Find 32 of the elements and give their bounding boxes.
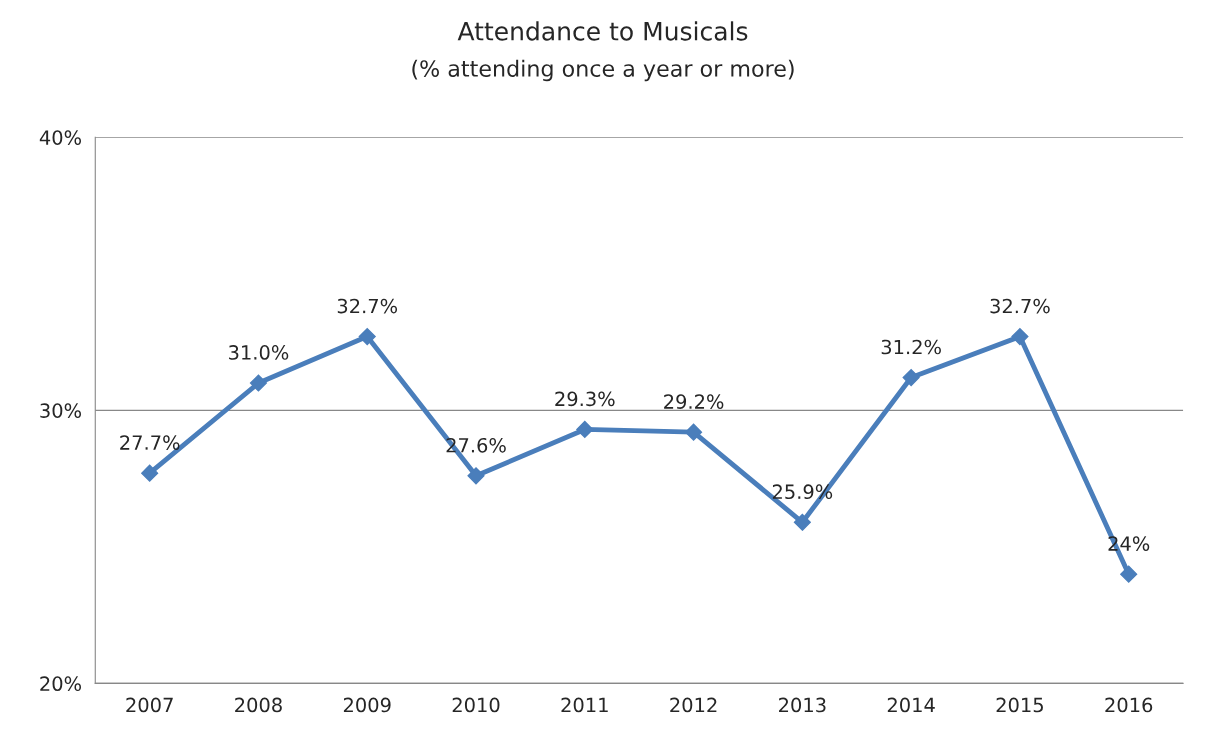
x-tick-label: 2008 <box>235 697 282 713</box>
y-tick-label: 20% <box>40 676 82 692</box>
point <box>249 374 267 392</box>
y-tick-label: 40% <box>39 130 82 145</box>
point <box>1120 565 1138 583</box>
point <box>685 423 703 441</box>
text: 31.0% <box>229 345 289 360</box>
text: 29.3% <box>555 391 615 407</box>
chart-title: Attendance to Musicals <box>457 21 748 41</box>
x-tick-label: 2010 <box>452 697 500 713</box>
text: 31.2% <box>881 339 941 355</box>
x-tick-label: 2012 <box>670 697 717 713</box>
x-tick-label: 2009 <box>343 697 391 713</box>
x-tick-label: 2016 <box>1105 697 1153 713</box>
x-tick-label: 2013 <box>779 697 826 713</box>
chart-subtitle: (% attending once a year or more) <box>412 59 794 82</box>
point <box>467 467 485 485</box>
x-tick-label: 2014 <box>887 697 935 713</box>
x-tick-label: 2007 <box>126 697 173 713</box>
text: 27.7% <box>120 435 180 450</box>
point <box>1011 328 1029 346</box>
x-tick-label: 2015 <box>996 697 1043 713</box>
point <box>576 420 594 438</box>
point <box>141 464 159 482</box>
text: 32.7% <box>337 298 398 314</box>
text: 32.7% <box>990 298 1050 314</box>
y-tick-label: 30% <box>40 403 82 418</box>
point <box>793 513 811 531</box>
point <box>358 328 376 346</box>
point <box>902 369 920 387</box>
x-tick-label: 2011 <box>561 697 608 713</box>
text: 29.2% <box>664 394 724 409</box>
